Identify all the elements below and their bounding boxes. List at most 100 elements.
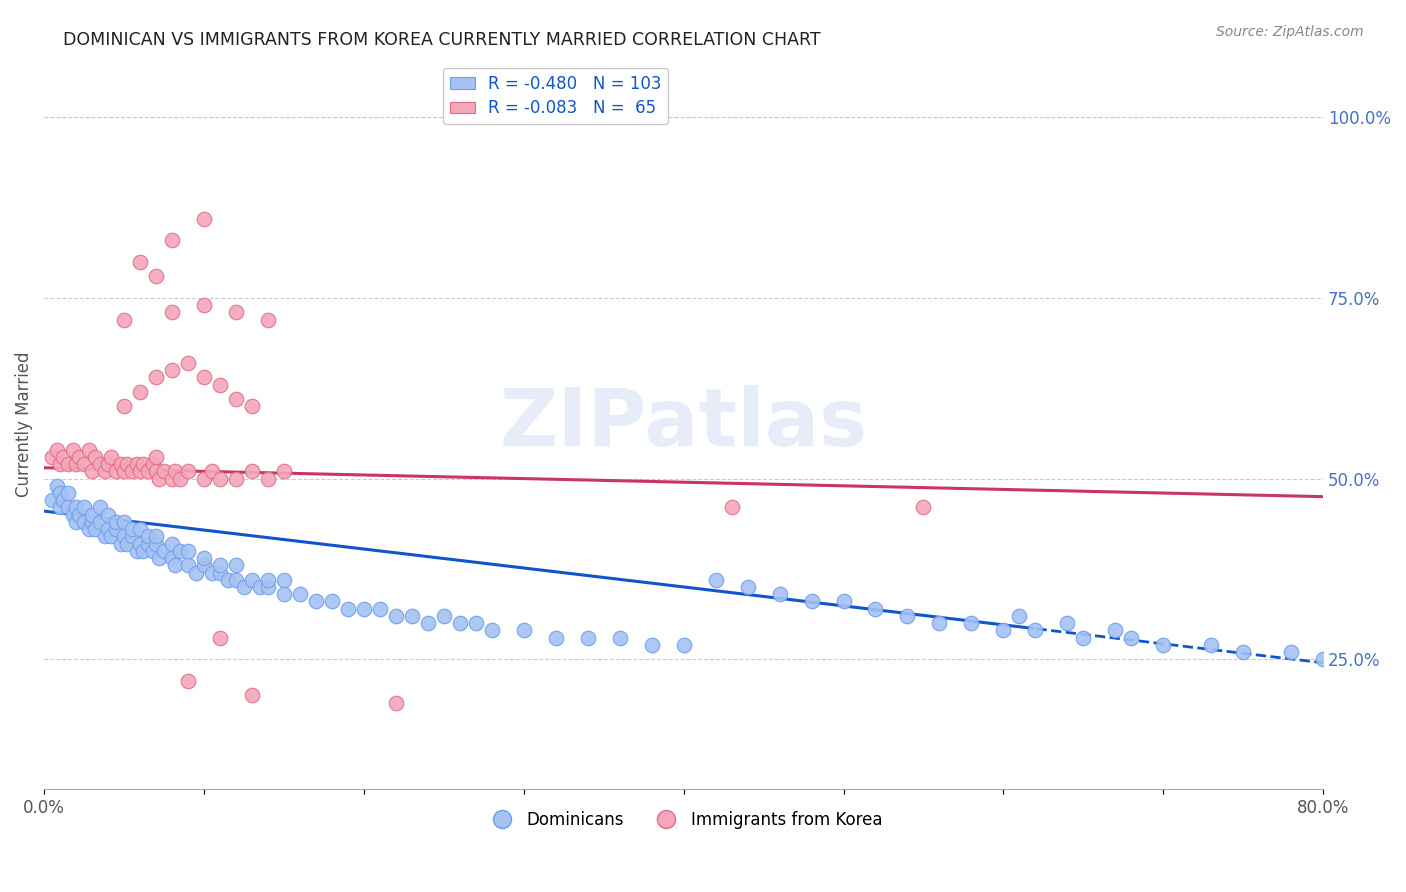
Point <box>49 486 72 500</box>
Point <box>52 450 75 464</box>
Point <box>737 580 759 594</box>
Point <box>125 544 148 558</box>
Point <box>1312 652 1334 666</box>
Legend: Dominicans, Immigrants from Korea: Dominicans, Immigrants from Korea <box>478 805 889 836</box>
Point <box>121 464 143 478</box>
Point <box>481 624 503 638</box>
Point <box>142 544 165 558</box>
Point <box>94 529 117 543</box>
Point <box>129 384 152 399</box>
Point <box>65 457 87 471</box>
Point <box>80 464 103 478</box>
Point <box>993 624 1015 638</box>
Point <box>129 255 152 269</box>
Point <box>112 400 135 414</box>
Point <box>201 464 224 478</box>
Point <box>136 529 159 543</box>
Point <box>160 363 183 377</box>
Point <box>121 522 143 536</box>
Point <box>145 536 167 550</box>
Point <box>97 457 120 471</box>
Point <box>832 594 855 608</box>
Point <box>117 536 139 550</box>
Point <box>145 269 167 284</box>
Point <box>208 472 231 486</box>
Point <box>225 558 247 573</box>
Point <box>94 464 117 478</box>
Point <box>160 536 183 550</box>
Point <box>1199 638 1222 652</box>
Point <box>165 464 187 478</box>
Point <box>112 529 135 543</box>
Point <box>112 515 135 529</box>
Point <box>640 638 662 652</box>
Point <box>208 558 231 573</box>
Point <box>928 616 950 631</box>
Point <box>110 457 132 471</box>
Point <box>433 608 456 623</box>
Point <box>368 601 391 615</box>
Point <box>672 638 695 652</box>
Point <box>100 529 122 543</box>
Point <box>225 573 247 587</box>
Point <box>208 377 231 392</box>
Point <box>208 631 231 645</box>
Point <box>67 508 90 522</box>
Point <box>1008 608 1031 623</box>
Point <box>1121 631 1143 645</box>
Point <box>77 522 100 536</box>
Point <box>720 500 742 515</box>
Point <box>121 529 143 543</box>
Point <box>52 493 75 508</box>
Point <box>84 450 107 464</box>
Point <box>201 566 224 580</box>
Point <box>62 442 84 457</box>
Point <box>89 515 111 529</box>
Point <box>576 631 599 645</box>
Point <box>193 298 215 312</box>
Point <box>193 558 215 573</box>
Point <box>73 457 96 471</box>
Point <box>1232 645 1254 659</box>
Point <box>169 472 191 486</box>
Point <box>865 601 887 615</box>
Point <box>225 472 247 486</box>
Point <box>305 594 328 608</box>
Point <box>193 370 215 384</box>
Point <box>100 450 122 464</box>
Point <box>148 472 170 486</box>
Point <box>401 608 423 623</box>
Point <box>193 211 215 226</box>
Point <box>273 587 295 601</box>
Point <box>169 544 191 558</box>
Text: DOMINICAN VS IMMIGRANTS FROM KOREA CURRENTLY MARRIED CORRELATION CHART: DOMINICAN VS IMMIGRANTS FROM KOREA CURRE… <box>63 31 821 49</box>
Point <box>912 500 935 515</box>
Point <box>136 536 159 550</box>
Point <box>132 457 155 471</box>
Point <box>1071 631 1094 645</box>
Point <box>184 566 207 580</box>
Point <box>80 515 103 529</box>
Point <box>110 536 132 550</box>
Point <box>56 500 79 515</box>
Point <box>105 464 128 478</box>
Point <box>240 688 263 702</box>
Point <box>177 673 200 688</box>
Y-axis label: Currently Married: Currently Married <box>15 351 32 497</box>
Point <box>49 500 72 515</box>
Point <box>89 457 111 471</box>
Point <box>385 608 408 623</box>
Point <box>336 601 359 615</box>
Point <box>544 631 567 645</box>
Point <box>449 616 471 631</box>
Point <box>208 566 231 580</box>
Point <box>56 486 79 500</box>
Point <box>217 573 239 587</box>
Point <box>273 573 295 587</box>
Point <box>704 573 727 587</box>
Point <box>153 544 176 558</box>
Point <box>177 464 200 478</box>
Point <box>353 601 375 615</box>
Point <box>45 442 67 457</box>
Point <box>177 558 200 573</box>
